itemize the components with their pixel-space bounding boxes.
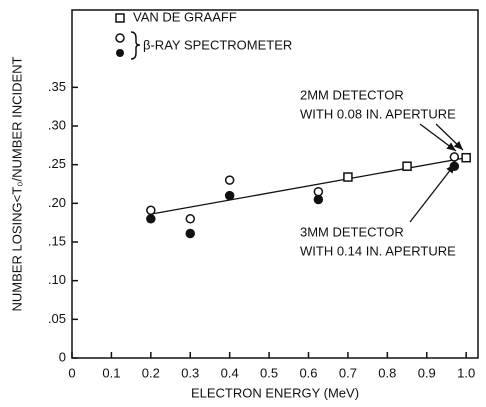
legend-label: VAN DE GRAAFF <box>133 9 237 24</box>
point <box>449 152 460 162</box>
legend-brace <box>130 31 141 60</box>
point <box>224 175 235 185</box>
arrow <box>419 123 457 152</box>
y-tick-label: .05 <box>48 311 66 326</box>
x-tick-label: 0.6 <box>299 365 317 380</box>
point <box>185 228 196 239</box>
y-tick-label: .15 <box>48 233 66 248</box>
x-tick-label: 0 <box>68 365 75 380</box>
point <box>449 161 460 171</box>
x-tick-label: 0.4 <box>221 365 239 380</box>
point <box>146 214 156 224</box>
y-tick-label: .10 <box>48 272 66 287</box>
y-axis-label: NUMBER LOSING<T₀/NUMBER INCIDENT <box>9 56 24 311</box>
point <box>185 214 196 224</box>
point <box>146 205 156 216</box>
x-tick-label: 0.1 <box>102 365 120 380</box>
x-tick-label: 0.7 <box>339 365 357 380</box>
x-tick-label: 0.9 <box>418 365 436 380</box>
annotation: WITH 0.14 IN. APERTURE <box>300 243 456 258</box>
arrow <box>409 163 456 223</box>
x-tick-label: 0.5 <box>260 365 278 380</box>
point <box>313 186 324 197</box>
y-tick-label: 0 <box>59 349 66 364</box>
legend-marker <box>116 49 124 57</box>
point <box>343 172 353 182</box>
x-axis-label: ELECTRON ENERGY (MeV) <box>191 385 359 400</box>
point <box>224 190 235 201</box>
y-tick-label: .25 <box>48 156 66 171</box>
y-tick-label: .30 <box>48 117 66 132</box>
point <box>402 161 412 171</box>
annotation: 2MM DETECTOR <box>300 87 404 102</box>
x-tick-label: 0.8 <box>378 365 396 380</box>
legend-marker <box>115 33 125 43</box>
point <box>313 194 324 205</box>
legend-label: β-RAY SPECTROMETER <box>143 37 292 52</box>
arrow <box>435 123 464 151</box>
point <box>461 152 471 163</box>
annotation: WITH 0.08 IN. APERTURE <box>300 106 456 121</box>
legend-marker <box>115 13 125 23</box>
annotation: 3MM DETECTOR <box>300 224 404 239</box>
x-tick-label: 1.0 <box>457 365 475 380</box>
x-tick-label: 0.3 <box>181 365 199 380</box>
fit-line <box>150 157 467 215</box>
x-tick-label: 0.2 <box>142 365 160 380</box>
y-tick-label: .20 <box>48 195 66 210</box>
plot-frame <box>71 9 479 359</box>
y-tick-label: .35 <box>48 79 66 94</box>
